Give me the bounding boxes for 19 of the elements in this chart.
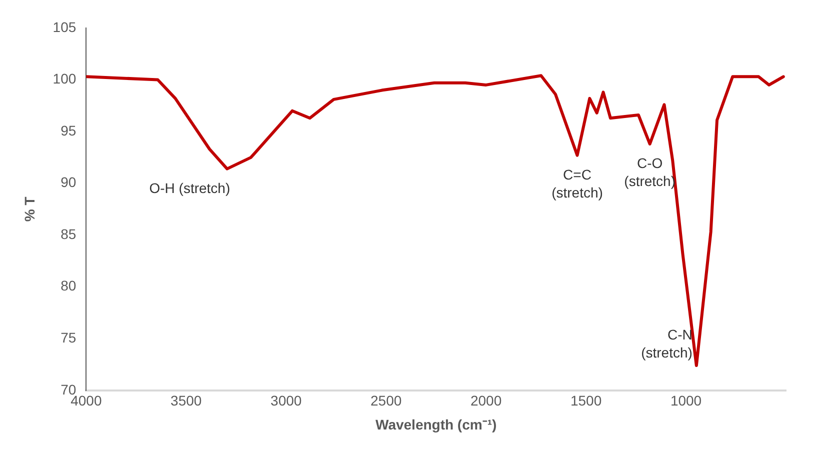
y-tick-label: 100 <box>52 70 76 87</box>
y-tick-label: 105 <box>52 18 76 35</box>
x-axis-title: Wavelength (cm⁻¹) <box>376 416 497 432</box>
annotation: C-N (stretch) <box>641 326 692 361</box>
y-tick-label: 90 <box>60 174 76 190</box>
y-tick-label: 85 <box>60 226 76 242</box>
x-tick-label: 3500 <box>170 392 202 409</box>
x-tick-label: 2500 <box>370 392 402 409</box>
y-tick-label: 95 <box>60 122 76 138</box>
annotation: C=C (stretch) <box>552 166 603 200</box>
y-tick-label: 75 <box>60 329 76 346</box>
x-tick-label: 2000 <box>470 392 502 409</box>
annotation: O-H (stretch) <box>149 180 230 196</box>
y-tick-label: 80 <box>60 278 76 294</box>
x-tick-label: 3000 <box>270 392 302 409</box>
y-axis-title: % T <box>21 196 38 222</box>
y-tick-label: 70 <box>60 381 76 398</box>
x-tick-label: 1000 <box>670 392 702 409</box>
x-tick-label: 1500 <box>570 392 602 409</box>
